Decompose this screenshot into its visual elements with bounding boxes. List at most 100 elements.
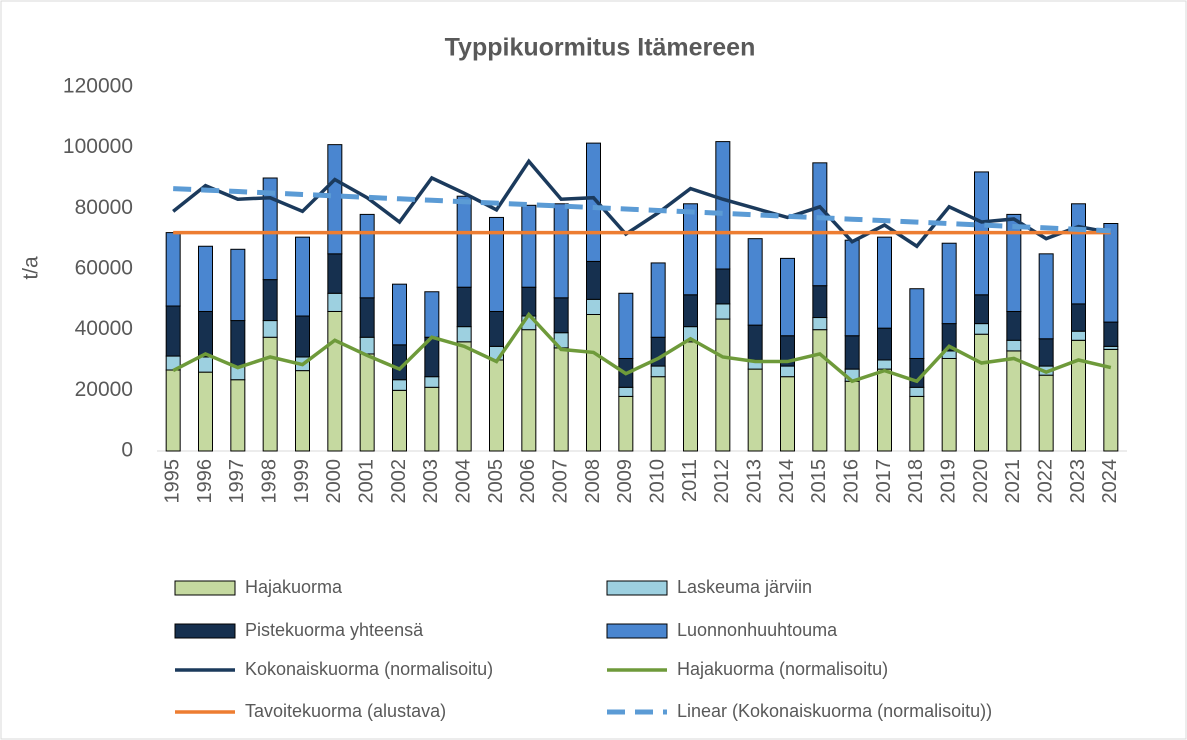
bar-segment (359, 213, 375, 299)
x-tick-label: 2022 (1034, 459, 1056, 504)
x-tick-label: 2012 (711, 459, 733, 504)
bar-segment (1103, 321, 1119, 347)
x-tick-label: 2017 (873, 459, 895, 504)
x-tick-label: 2019 (937, 459, 959, 504)
legend-label: Hajakuorma (245, 577, 343, 597)
bar-segment (974, 323, 989, 335)
bar-segment (812, 317, 828, 331)
bar-segment (1038, 253, 1054, 340)
line-series (172, 311, 1112, 384)
x-tick-label: 2003 (420, 459, 442, 504)
x-tick-label: 2023 (1067, 459, 1089, 504)
x-tick-label: 2001 (355, 459, 377, 504)
bar-segment (456, 286, 472, 328)
x-tick-label: 1998 (258, 459, 280, 504)
bar-segment (715, 268, 731, 305)
bar-segment (424, 291, 440, 338)
bar-segment (1006, 350, 1022, 452)
bar-segment (392, 283, 407, 346)
bar-segment (262, 279, 278, 322)
bar-segment (198, 356, 213, 373)
legend-swatch (174, 623, 236, 639)
y-tick-label: 100000 (63, 135, 133, 158)
bar-segment (521, 204, 537, 288)
bar-segment (198, 310, 213, 358)
bar-segment (521, 329, 537, 452)
bar-segment (877, 327, 892, 361)
bar-segment (747, 368, 763, 452)
x-tick-label: 2002 (388, 459, 410, 504)
bar-segment (780, 257, 795, 337)
bar-segment (230, 248, 246, 322)
bar-segment (877, 236, 892, 329)
bar-segment (327, 292, 343, 312)
bar-segment (262, 320, 278, 338)
legend-label: Tavoitekuorma (alustava) (245, 701, 446, 721)
bar-segment (1103, 223, 1119, 323)
y-tick-label: 120000 (63, 75, 133, 98)
bar-segment (909, 288, 925, 359)
bar-segment (327, 144, 343, 255)
bar-segment (553, 297, 569, 334)
bar-segment (844, 380, 860, 452)
bar-segment (327, 310, 343, 452)
legend-swatch (174, 580, 236, 596)
y-tick-label: 60000 (75, 257, 133, 280)
bar-segment (844, 239, 860, 337)
y-axis-label: t/a (20, 256, 43, 280)
bar-segment (747, 324, 763, 361)
bar-segment (618, 292, 634, 359)
bar-segment (165, 305, 181, 357)
bar-segment (1071, 330, 1086, 341)
x-tick-label: 2009 (614, 459, 636, 504)
bar-segment (844, 335, 860, 370)
x-tick-label: 2021 (1002, 459, 1024, 504)
bar-segment (230, 320, 246, 367)
bar-segment (812, 285, 828, 319)
y-tick-label: 80000 (75, 196, 133, 219)
bar-segment (586, 314, 601, 452)
bar-segment (553, 347, 569, 452)
bar-segment (1006, 339, 1022, 352)
bar-segment (650, 262, 666, 338)
bar-segment (262, 177, 278, 281)
y-tick-label: 0 (121, 439, 133, 462)
x-tick-label: 1995 (161, 459, 183, 504)
bar-segment (683, 294, 698, 328)
chart-title: Typpikuormitus Itämereen (445, 34, 756, 62)
bar-segment (456, 326, 472, 343)
x-tick-label: 2005 (485, 459, 507, 504)
x-tick-label: 1996 (194, 459, 216, 504)
bar-segment (1038, 338, 1054, 367)
bar-segment (456, 341, 472, 452)
x-tick-label: 2008 (582, 459, 604, 504)
x-tick-label: 2018 (905, 459, 927, 504)
bar-segment (392, 379, 407, 391)
bar-segment (295, 315, 310, 358)
x-tick-label: 1999 (291, 459, 313, 504)
bar-segment (941, 357, 957, 452)
bar-segment (618, 386, 634, 397)
bar-segment (1071, 203, 1086, 305)
x-tick-label: 2024 (1099, 459, 1121, 504)
bar-segment (747, 238, 763, 326)
legend-label: Kokonaiskuorma (normalisoitu) (245, 659, 493, 679)
bar-segment (1006, 310, 1022, 341)
bar-segment (618, 395, 634, 452)
bar-segment (198, 245, 213, 312)
x-tick-label: 2011 (679, 459, 701, 502)
y-tick-label: 40000 (75, 317, 133, 340)
bar-segment (521, 286, 537, 317)
x-tick-label: 2004 (452, 459, 474, 504)
bar-segment (909, 386, 925, 397)
x-tick-label: 2007 (549, 459, 571, 504)
bar-segment (424, 386, 440, 452)
bar-segment (586, 298, 601, 316)
bar-segment (812, 162, 828, 287)
x-tick-label: 2013 (743, 459, 765, 504)
legend-label: Luonnonhuuhtouma (677, 620, 838, 640)
bar-segment (359, 297, 375, 338)
bar-segment (877, 368, 892, 452)
x-tick-label: 2016 (840, 459, 862, 504)
bar-segment (1071, 303, 1086, 332)
